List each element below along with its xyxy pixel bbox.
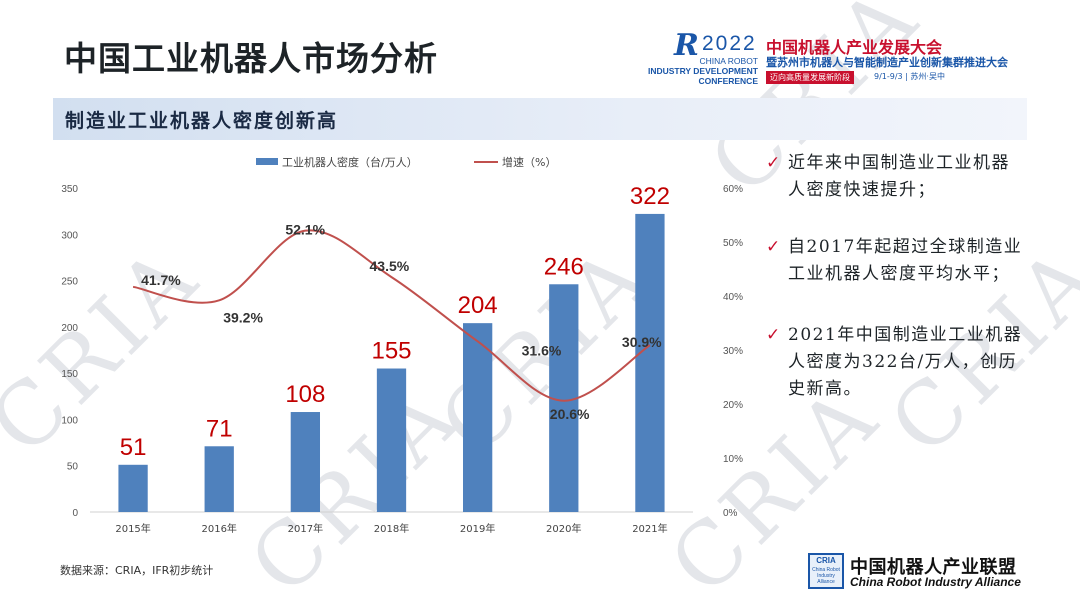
x-tick-label: 2021年 [632,522,667,535]
bar-value-label: 204 [458,292,498,319]
data-source: 数据来源：CRIA，IFR初步统计 [60,564,214,577]
bar-value-label: 51 [120,434,147,461]
bar-value-label: 108 [285,381,325,408]
check-icon: ✓ [766,153,782,173]
x-tick-label: 2015年 [115,522,150,535]
subtitle: 制造业工业机器人密度创新高 [65,110,339,132]
chart-panel: 0 50 100 150 200 250 300 350 0% 10% 20% 30% 40% 50% 60… [53,146,757,548]
bar-value-label: 71 [206,415,233,442]
conference-logo: R 2022 CHINA ROBOT INDUSTRY DEVELOPMENT … [636,28,1036,88]
cria-logo-text: CRIA [816,556,836,565]
bullet-item: ✓ 近年来中国制造业工业机器人密度快速提升； [766,150,1026,204]
line-value-label: 20.6% [550,406,590,422]
logo-date: 9/1-9/3 | 苏州·吴中 [874,72,945,81]
alliance-en-name: China Robot Industry Alliance [850,575,1021,589]
y-right-tick-label: 40% [723,292,743,303]
bullet-text: 2021年中国制造业工业机器人密度为322台/万人，创历史新高。 [788,325,1023,399]
bar-value-label: 246 [544,253,584,280]
subtitle-banner: 制造业工业机器人密度创新高 [53,98,1027,140]
bullet-text: 自2017年起超过全球制造业工业机器人密度平均水平； [788,237,1023,284]
line-value-label: 30.9% [622,334,662,350]
y-left-tick-label: 300 [61,230,78,241]
growth-rate-line [132,229,651,402]
y-right-tick-label: 30% [723,346,743,357]
logo-year: 2022 [702,32,757,55]
y-right-tick-label: 0% [723,508,738,519]
density-chart: 0 50 100 150 200 250 300 350 0% 10% 20% 30% 40% 50% 60… [61,155,743,535]
bar [204,446,234,512]
bar [376,368,407,512]
cria-logo-subtext: China Robot Industry Alliance [812,567,840,585]
bar-value-label: 322 [630,183,670,210]
bar [635,213,665,513]
y-right-tick-label: 10% [723,454,743,465]
y-right-tick-label: 50% [723,238,743,249]
bullet-text: 近年来中国制造业工业机器人密度快速提升； [788,153,1010,200]
y-right-tick-label: 60% [723,184,743,195]
y-left-tick-label: 0 [72,508,78,519]
bullet-item: ✓ 自2017年起超过全球制造业工业机器人密度平均水平； [766,234,1026,288]
logo-cn-title: 中国机器人产业发展大会 [766,38,943,57]
line-value-label: 41.7% [141,272,181,288]
bullet-item: ✓ 2021年中国制造业工业机器人密度为322台/万人，创历史新高。 [766,322,1026,403]
legend-line-label: 增速（%） [502,155,556,169]
x-tick-label: 2016年 [201,522,236,535]
check-icon: ✓ [766,237,782,257]
alliance-logo: CRIA China Robot Industry Alliance 中国机器人… [808,553,1038,593]
line-value-label: 43.5% [370,258,410,274]
logo-english-name: CHINA ROBOT INDUSTRY DEVELOPMENT CONFERE… [636,56,758,86]
y-left-tick-label: 200 [61,323,78,334]
legend-bar-swatch [256,158,278,165]
logo-en-line2: INDUSTRY DEVELOPMENT [647,66,758,76]
y-left-tick-label: 250 [61,277,78,288]
x-tick-label: 2018年 [374,522,409,535]
line-value-label: 52.1% [285,222,325,238]
legend-bar-label: 工业机器人密度（台/万人） [282,155,418,169]
x-tick-label: 2017年 [288,522,323,535]
alliance-cn-name: 中国机器人产业联盟 [850,557,1017,578]
y-left-tick-label: 50 [67,462,79,473]
logo-en-line1: CHINA ROBOT [699,56,758,66]
logo-slogan: 迈向高质量发展新阶段 [766,71,854,84]
page-title: 中国工业机器人市场分析 [64,39,438,78]
robot-logo-icon: R [674,28,699,63]
bullet-list: ✓ 近年来中国制造业工业机器人密度快速提升； ✓ 自2017年起超过全球制造业工… [766,150,1026,403]
x-tick-label: 2020年 [546,522,581,535]
x-tick-label: 2019年 [460,522,495,535]
y-left-tick-label: 100 [61,415,78,426]
line-value-label: 39.2% [223,309,263,325]
logo-cn-subtitle: 暨苏州市机器人与智能制造产业创新集群推进大会 [766,56,1008,69]
logo-en-line3: CONFERENCE [698,76,758,86]
y-right-tick-label: 20% [723,400,743,411]
bar-value-label: 155 [371,338,411,365]
line-value-label: 31.6% [522,342,562,358]
cria-logo-icon: CRIA China Robot Industry Alliance [808,553,844,589]
check-icon: ✓ [766,325,782,345]
bar [462,323,493,512]
bar [118,464,148,512]
y-left-tick-label: 350 [61,184,78,195]
bar [290,412,321,512]
y-left-tick-label: 150 [61,369,78,380]
